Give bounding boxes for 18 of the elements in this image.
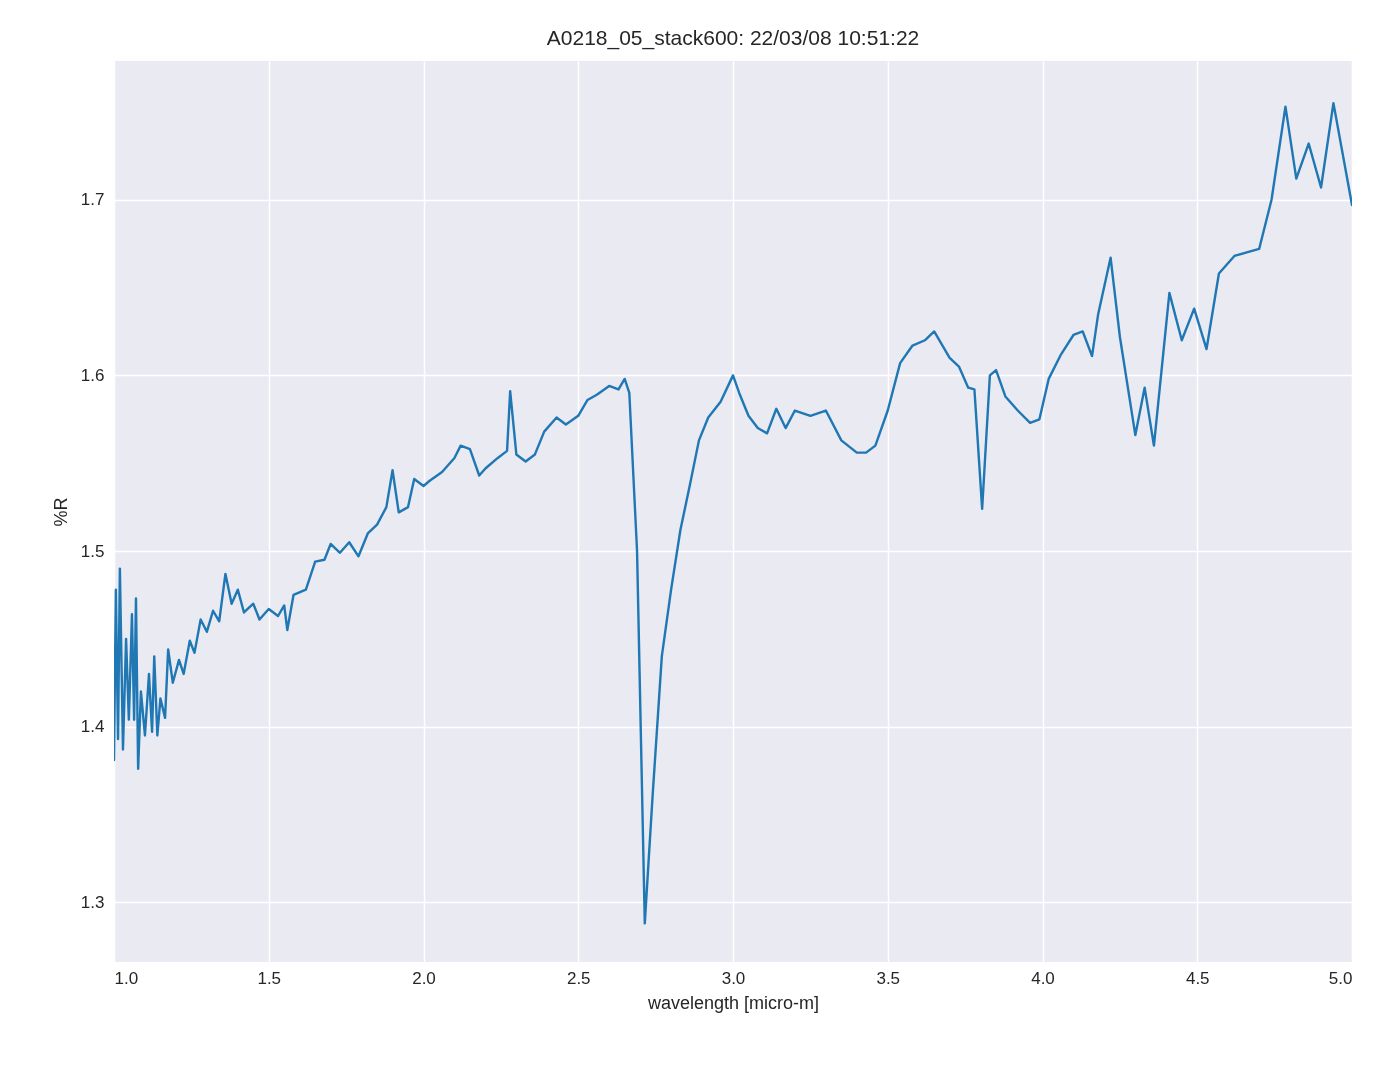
x-tick-label: 4.5 [1185,968,1210,988]
x-tick-label: 2.0 [412,968,436,988]
chart-title: A0218_05_stack600: 22/03/08 10:51:22 [546,26,920,50]
y-tick-label: 1.6 [80,365,105,385]
x-tick-label: 3.0 [721,968,746,988]
x-tick-label: 5.0 [1328,968,1353,988]
x-tick-label: 2.5 [566,968,591,988]
y-tick-label: 1.3 [80,892,105,912]
y-tick-label: 1.7 [80,190,105,210]
x-tick-label: 4.0 [1031,968,1055,988]
y-tick-label: 1.4 [80,717,105,737]
y-tick-label: 1.5 [80,541,105,561]
x-tick-label: 1.5 [257,968,282,988]
x-tick-label: 1.0 [114,968,139,988]
x-axis-title: wavelength [micro-m] [646,992,820,1013]
y-axis-title: %R [50,497,71,527]
line-series [114,101,1352,925]
x-tick-label: 3.5 [876,968,901,988]
